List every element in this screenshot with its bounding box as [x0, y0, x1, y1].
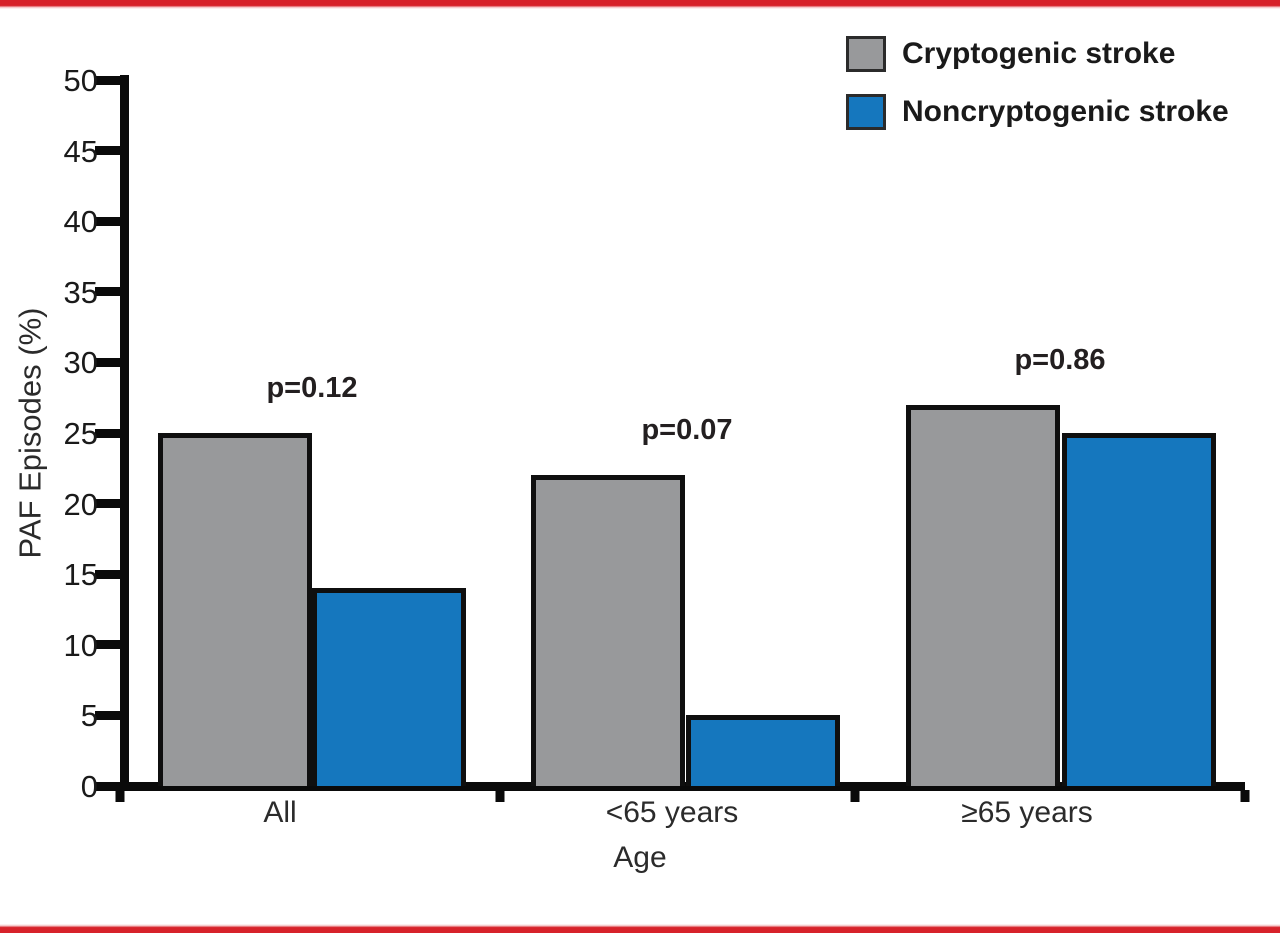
x-axis-line	[120, 782, 1245, 791]
x-category-label: ≥65 years	[961, 796, 1093, 829]
x-tick	[115, 790, 125, 802]
y-tick-label: 0	[80, 769, 98, 804]
legend-swatch-noncryptogenic	[846, 94, 886, 130]
p-value-label: p=0.86	[1014, 344, 1106, 376]
y-tick-label: 50	[63, 63, 98, 98]
y-tick-label: 35	[63, 274, 98, 310]
x-tick	[495, 790, 505, 802]
y-tick-label: 40	[63, 204, 98, 240]
y-tick-label: 45	[63, 133, 98, 169]
x-category-label: All	[263, 796, 297, 829]
y-tick	[95, 287, 120, 297]
y-tick	[95, 781, 120, 791]
bar-cryptogenic-group1	[158, 433, 312, 786]
legend-swatch-cryptogenic	[846, 36, 886, 72]
y-tick-label: 30	[63, 345, 98, 381]
bar-noncryptogenic-group1	[312, 588, 466, 786]
y-tick-label: 20	[63, 486, 98, 522]
y-tick-label: 10	[63, 627, 98, 663]
legend-item-noncryptogenic: Noncryptogenic stroke	[846, 94, 1229, 130]
bar-noncryptogenic-group3	[1062, 433, 1216, 786]
y-tick	[95, 640, 120, 650]
legend-item-cryptogenic: Cryptogenic stroke	[846, 36, 1229, 72]
x-category-label: <65 years	[605, 796, 739, 829]
p-value-label: p=0.12	[266, 372, 358, 404]
legend-label: Noncryptogenic stroke	[902, 95, 1229, 128]
bottom-red-rule	[0, 924, 1280, 933]
x-tick	[1240, 790, 1250, 802]
legend-label: Cryptogenic stroke	[902, 37, 1176, 70]
y-tick	[95, 75, 120, 85]
legend: Cryptogenic stroke Noncryptogenic stroke	[846, 36, 1229, 152]
y-tick	[95, 499, 120, 509]
x-tick	[850, 790, 860, 802]
y-tick-label: 15	[63, 557, 98, 593]
p-value-label: p=0.07	[641, 414, 733, 446]
y-tick-label: 25	[63, 416, 98, 451]
y-tick	[95, 357, 120, 367]
bar-noncryptogenic-group2	[686, 715, 840, 786]
plot-area: Age 0 5 10 15 20 25 30 35 40 45 50 p=0.12 All p=0.07 <…	[64, 65, 1250, 873]
y-tick	[95, 428, 120, 438]
y-tick	[95, 710, 120, 720]
y-tick	[95, 569, 120, 579]
y-tick	[95, 216, 120, 226]
y-axis-line	[120, 75, 129, 791]
bar-cryptogenic-group2	[531, 475, 685, 786]
y-tick-label: 5	[80, 698, 98, 734]
y-tick	[95, 146, 120, 156]
x-axis-title: Age	[613, 841, 667, 874]
bar-cryptogenic-group3	[906, 405, 1060, 786]
top-red-rule	[0, 0, 1280, 9]
